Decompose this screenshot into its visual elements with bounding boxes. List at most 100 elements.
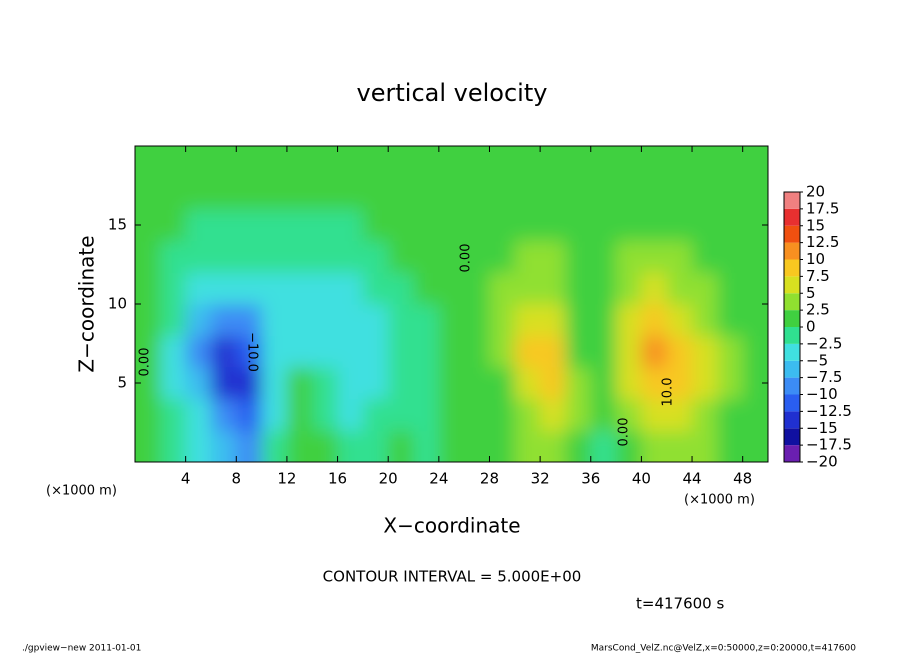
cell bbox=[641, 272, 668, 305]
cell bbox=[135, 430, 161, 462]
cell bbox=[717, 335, 744, 368]
cell bbox=[312, 146, 339, 179]
cell bbox=[590, 240, 617, 273]
cell bbox=[286, 272, 313, 305]
cell bbox=[717, 304, 744, 337]
cell bbox=[590, 272, 617, 305]
cell bbox=[185, 430, 212, 462]
cell bbox=[160, 146, 187, 179]
colorbar-label: 17.5 bbox=[806, 199, 839, 217]
cell bbox=[413, 335, 440, 368]
cell bbox=[286, 177, 313, 210]
cell bbox=[362, 240, 389, 273]
cell bbox=[464, 209, 490, 242]
cell bbox=[590, 304, 617, 337]
cell bbox=[160, 304, 187, 337]
cell bbox=[388, 272, 415, 305]
field bbox=[135, 146, 768, 462]
cell bbox=[312, 240, 339, 273]
cell bbox=[540, 367, 566, 400]
cell bbox=[210, 240, 237, 273]
cell bbox=[312, 304, 339, 337]
cell bbox=[210, 304, 237, 337]
cell bbox=[489, 272, 516, 305]
cell bbox=[464, 304, 490, 337]
cell bbox=[565, 398, 592, 431]
cell bbox=[261, 367, 288, 400]
cell bbox=[717, 430, 744, 462]
cell bbox=[135, 240, 161, 273]
cell bbox=[362, 209, 389, 242]
cell bbox=[565, 367, 592, 400]
cell bbox=[641, 335, 668, 368]
cell bbox=[540, 335, 566, 368]
cell bbox=[616, 367, 642, 400]
cell bbox=[438, 177, 465, 210]
cell bbox=[160, 430, 187, 462]
colorbar-label: −15 bbox=[806, 419, 838, 437]
cell bbox=[565, 209, 592, 242]
cell bbox=[236, 430, 263, 462]
x-tick-label: 12 bbox=[277, 470, 296, 488]
x-tick-label: 20 bbox=[379, 470, 398, 488]
cell bbox=[590, 177, 617, 210]
cell bbox=[388, 367, 415, 400]
cell bbox=[489, 209, 516, 242]
cell bbox=[489, 335, 516, 368]
cell bbox=[742, 304, 768, 337]
cell bbox=[514, 177, 541, 210]
cell bbox=[717, 177, 744, 210]
cell bbox=[135, 177, 161, 210]
colorbar-swatch bbox=[784, 293, 800, 311]
footer-right: MarsCond_VelZ.nc@VelZ,x=0:50000,z=0:2000… bbox=[591, 644, 856, 654]
cell bbox=[666, 398, 693, 431]
cell bbox=[666, 335, 693, 368]
cell bbox=[438, 335, 465, 368]
cell bbox=[464, 177, 490, 210]
cell bbox=[514, 398, 541, 431]
cell bbox=[641, 177, 668, 210]
cell bbox=[742, 335, 768, 368]
cell bbox=[565, 177, 592, 210]
cell bbox=[286, 240, 313, 273]
cell bbox=[261, 335, 288, 368]
cell bbox=[337, 146, 364, 179]
colorbar-label: −2.5 bbox=[806, 334, 842, 352]
cell bbox=[717, 146, 744, 179]
cell bbox=[565, 335, 592, 368]
colorbar-label: 15 bbox=[806, 216, 825, 234]
cell bbox=[286, 367, 313, 400]
cell bbox=[388, 398, 415, 431]
cell bbox=[438, 398, 465, 431]
cell bbox=[210, 272, 237, 305]
cell bbox=[489, 240, 516, 273]
y-tick-label: 15 bbox=[108, 216, 127, 234]
cell bbox=[210, 367, 237, 400]
cell bbox=[362, 177, 389, 210]
cell bbox=[362, 146, 389, 179]
cell bbox=[514, 367, 541, 400]
colorbar-swatch bbox=[784, 310, 800, 327]
cell bbox=[337, 177, 364, 210]
cell bbox=[236, 304, 263, 337]
cell bbox=[388, 240, 415, 273]
cell bbox=[464, 240, 490, 273]
cell bbox=[413, 367, 440, 400]
cell bbox=[692, 335, 718, 368]
cell bbox=[337, 272, 364, 305]
x-tick-label: 24 bbox=[429, 470, 448, 488]
cell bbox=[413, 304, 440, 337]
cell bbox=[489, 304, 516, 337]
cell bbox=[413, 146, 440, 179]
cell bbox=[261, 177, 288, 210]
x-tick-label: 16 bbox=[328, 470, 347, 488]
chart-title: vertical velocity bbox=[357, 79, 548, 107]
cell bbox=[692, 398, 718, 431]
cell bbox=[742, 240, 768, 273]
cell bbox=[514, 209, 541, 242]
cell bbox=[489, 146, 516, 179]
cell bbox=[641, 367, 668, 400]
cell bbox=[540, 240, 566, 273]
colorbar-label: 5 bbox=[806, 284, 816, 302]
cell bbox=[616, 398, 642, 431]
